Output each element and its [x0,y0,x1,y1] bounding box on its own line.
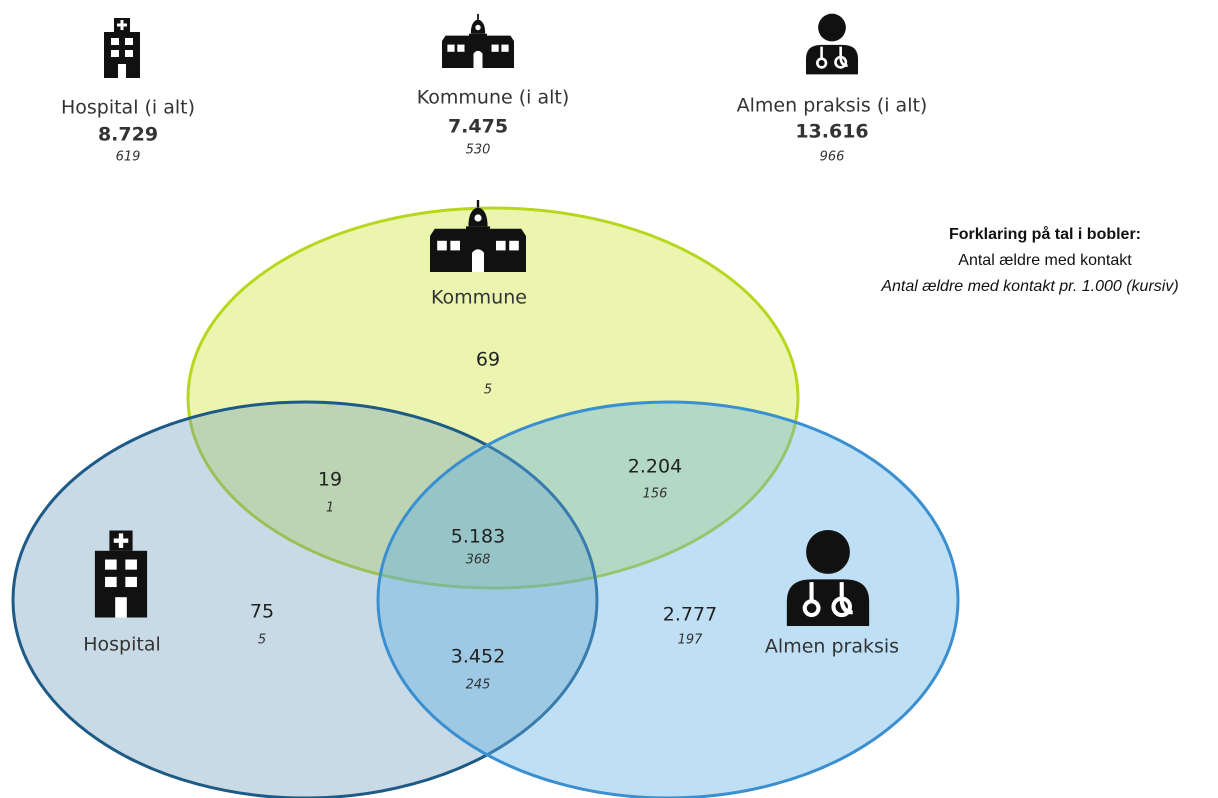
total-label: Hospital (i alt) [61,97,195,119]
total-per1000: 530 [466,143,491,158]
legend-line: Antal ældre med kontakt pr. 1.000 (kursi… [880,278,1178,295]
region-per1000: 245 [466,678,491,693]
legend-title: Forklaring på tal i bobler: [949,225,1141,243]
kommune-icon [442,14,514,68]
region-count: 69 [476,349,500,371]
hospital-icon [104,18,140,78]
region-per1000: 368 [466,553,491,568]
set-label: Kommune [431,287,527,309]
total-count: 7.475 [448,116,508,138]
region-count: 75 [250,601,274,623]
hospital-set [11,400,599,798]
region-per1000: 197 [678,633,704,648]
total-per1000: 619 [116,150,141,165]
region-count: 2.777 [663,604,717,626]
region-count: 3.452 [451,646,505,668]
kommune-set [186,206,800,590]
region-count: 5.183 [451,526,505,548]
doctor-icon [806,12,858,76]
region-per1000: 5 [484,383,492,398]
total-per1000: 966 [820,150,845,165]
region-count: 19 [318,469,342,491]
region-per1000: 156 [643,487,668,502]
total-count: 13.616 [795,121,868,143]
region-per1000: 5 [258,633,266,648]
region-per1000: 1 [326,501,334,516]
almen-praksis-set [376,400,960,798]
set-label: Almen praksis [765,636,899,658]
total-label: Kommune (i alt) [417,87,569,109]
legend-line: Antal ældre med kontakt [958,252,1132,269]
set-label: Hospital [83,634,161,656]
total-count: 8.729 [98,124,158,146]
total-label: Almen praksis (i alt) [737,95,928,117]
region-count: 2.204 [628,456,682,478]
